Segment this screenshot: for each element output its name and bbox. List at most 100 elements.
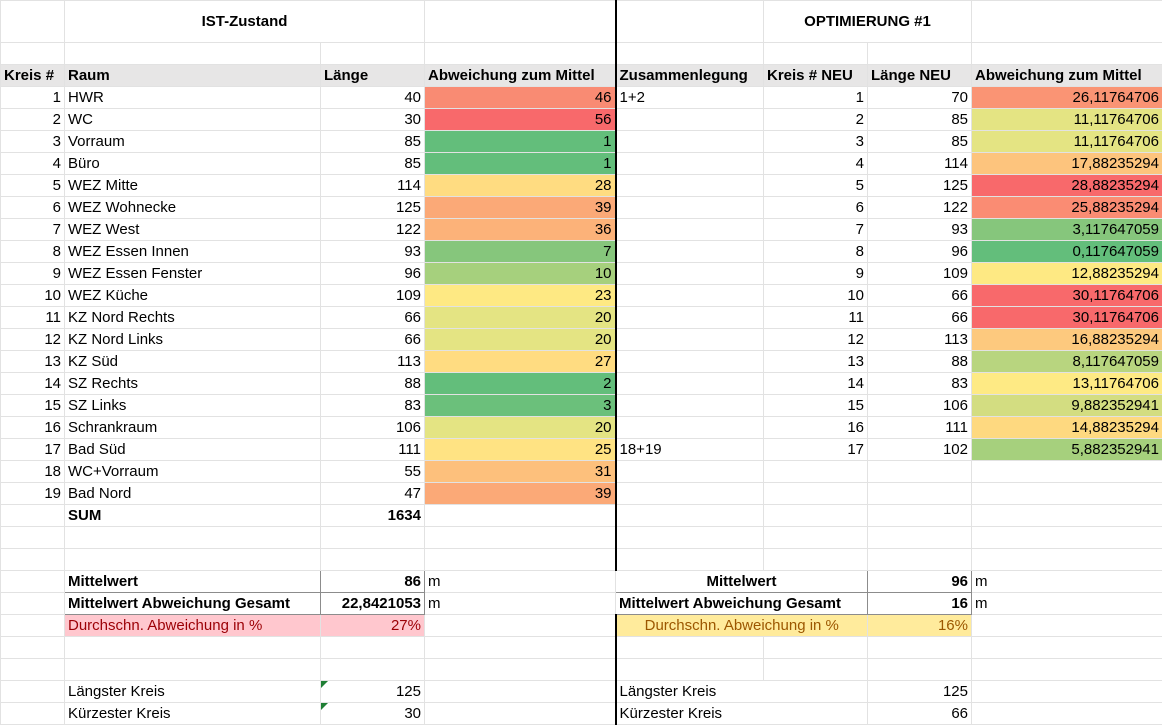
ist-title[interactable]: IST-Zustand [64, 0, 425, 43]
kreis-neu-cell[interactable]: 4 [763, 152, 868, 175]
raum-cell[interactable]: KZ Süd [64, 350, 321, 373]
cell[interactable] [0, 702, 65, 725]
cell[interactable] [320, 42, 425, 65]
cell[interactable] [0, 680, 65, 703]
laenge-neu-cell[interactable]: 85 [867, 130, 972, 153]
raum-cell[interactable]: Bad Süd [64, 438, 321, 461]
abweichung-cell[interactable]: 36 [424, 218, 616, 241]
abweichung-cell[interactable]: 28 [424, 174, 616, 197]
laenge-neu-cell[interactable]: 85 [867, 108, 972, 131]
sum-value[interactable]: 1634 [320, 504, 425, 527]
raum-cell[interactable]: WEZ Wohnecke [64, 196, 321, 219]
kreis-neu-cell[interactable]: 5 [763, 174, 868, 197]
laengster-label[interactable]: Längster Kreis [64, 680, 321, 703]
laenge-cell[interactable]: 93 [320, 240, 425, 263]
mwa-label[interactable]: Mittelwert Abweichung Gesamt [64, 592, 321, 615]
raum-cell[interactable]: SZ Rechts [64, 372, 321, 395]
mittelwert-label[interactable]: Mittelwert [64, 570, 321, 593]
laenge-cell[interactable]: 114 [320, 174, 425, 197]
laenge-cell[interactable]: 88 [320, 372, 425, 395]
abweichung-neu-cell[interactable]: 11,11764706 [971, 108, 1162, 131]
cell[interactable] [614, 504, 764, 527]
kreis-cell[interactable]: 8 [0, 240, 65, 263]
laenge-cell[interactable]: 109 [320, 284, 425, 307]
kreis-neu-cell[interactable]: 1 [763, 86, 868, 109]
laenge-neu-cell[interactable]: 122 [867, 196, 972, 219]
raum-cell[interactable]: WEZ Essen Innen [64, 240, 321, 263]
abweichung-neu-cell[interactable]: 17,88235294 [971, 152, 1162, 175]
pct-label[interactable]: Durchschn. Abweichung in % [64, 614, 321, 637]
abweichung-cell[interactable]: 1 [424, 152, 616, 175]
cell[interactable] [424, 548, 616, 571]
header-laenge-neu[interactable]: Länge NEU [867, 64, 972, 87]
raum-cell[interactable]: WC+Vorraum [64, 460, 321, 483]
kreis-neu-cell[interactable] [763, 460, 868, 483]
laenge-neu-cell[interactable]: 111 [867, 416, 972, 439]
kreis-cell[interactable]: 4 [0, 152, 65, 175]
kuerzester-label[interactable]: Kürzester Kreis [64, 702, 321, 725]
opt-mwa-unit[interactable]: m [971, 592, 1162, 615]
cell[interactable] [424, 42, 616, 65]
cell[interactable] [971, 548, 1162, 571]
laenge-cell[interactable]: 85 [320, 152, 425, 175]
opt-mittelwert-value[interactable]: 96 [867, 570, 972, 593]
opt-kuerzester-label[interactable]: Kürzester Kreis [614, 702, 868, 725]
zusammenlegung-cell[interactable] [614, 372, 764, 395]
cell[interactable] [64, 636, 321, 659]
opt-laengster-value[interactable]: 125 [867, 680, 972, 703]
zusammenlegung-cell[interactable]: 18+19 [614, 438, 764, 461]
raum-cell[interactable]: WEZ Mitte [64, 174, 321, 197]
zusammenlegung-cell[interactable] [614, 394, 764, 417]
cell[interactable] [0, 548, 65, 571]
laenge-cell[interactable]: 40 [320, 86, 425, 109]
laenge-cell[interactable]: 125 [320, 196, 425, 219]
abweichung-cell[interactable]: 10 [424, 262, 616, 285]
kreis-neu-cell[interactable]: 3 [763, 130, 868, 153]
laenge-cell[interactable]: 30 [320, 108, 425, 131]
cell[interactable] [0, 570, 65, 593]
kreis-neu-cell[interactable]: 10 [763, 284, 868, 307]
raum-cell[interactable]: Büro [64, 152, 321, 175]
kreis-neu-cell[interactable]: 6 [763, 196, 868, 219]
zusammenlegung-cell[interactable] [614, 196, 764, 219]
cell[interactable] [64, 42, 321, 65]
kreis-neu-cell[interactable]: 14 [763, 372, 868, 395]
zusammenlegung-cell[interactable] [614, 416, 764, 439]
kreis-neu-cell[interactable]: 13 [763, 350, 868, 373]
kreis-neu-cell[interactable]: 9 [763, 262, 868, 285]
cell[interactable] [763, 636, 868, 659]
laenge-neu-cell[interactable]: 70 [867, 86, 972, 109]
mittelwert-value[interactable]: 86 [320, 570, 425, 593]
cell[interactable] [867, 548, 972, 571]
laenge-cell[interactable]: 55 [320, 460, 425, 483]
abweichung-neu-cell[interactable]: 14,88235294 [971, 416, 1162, 439]
cell[interactable] [320, 548, 425, 571]
kreis-neu-cell[interactable]: 15 [763, 394, 868, 417]
kreis-neu-cell[interactable] [763, 482, 868, 505]
laenge-neu-cell[interactable]: 93 [867, 218, 972, 241]
zusammenlegung-cell[interactable] [614, 108, 764, 131]
cell[interactable] [614, 526, 764, 549]
laenge-neu-cell[interactable]: 102 [867, 438, 972, 461]
kreis-neu-cell[interactable]: 7 [763, 218, 868, 241]
abweichung-cell[interactable]: 2 [424, 372, 616, 395]
laenge-neu-cell[interactable]: 83 [867, 372, 972, 395]
cell[interactable] [0, 614, 65, 637]
laenge-neu-cell[interactable]: 106 [867, 394, 972, 417]
cell[interactable] [424, 636, 616, 659]
cell[interactable] [0, 592, 65, 615]
zusammenlegung-cell[interactable] [614, 482, 764, 505]
cell[interactable] [614, 658, 764, 681]
pct-value[interactable]: 27% [320, 614, 425, 637]
opt-laengster-label[interactable]: Längster Kreis [614, 680, 868, 703]
abweichung-cell[interactable]: 46 [424, 86, 616, 109]
abweichung-cell[interactable]: 20 [424, 328, 616, 351]
cell[interactable] [424, 526, 616, 549]
abweichung-neu-cell[interactable]: 26,11764706 [971, 86, 1162, 109]
laenge-neu-cell[interactable]: 114 [867, 152, 972, 175]
cell[interactable] [971, 614, 1162, 637]
abweichung-cell[interactable]: 3 [424, 394, 616, 417]
laenge-cell[interactable]: 96 [320, 262, 425, 285]
raum-cell[interactable]: HWR [64, 86, 321, 109]
abweichung-neu-cell[interactable]: 28,88235294 [971, 174, 1162, 197]
